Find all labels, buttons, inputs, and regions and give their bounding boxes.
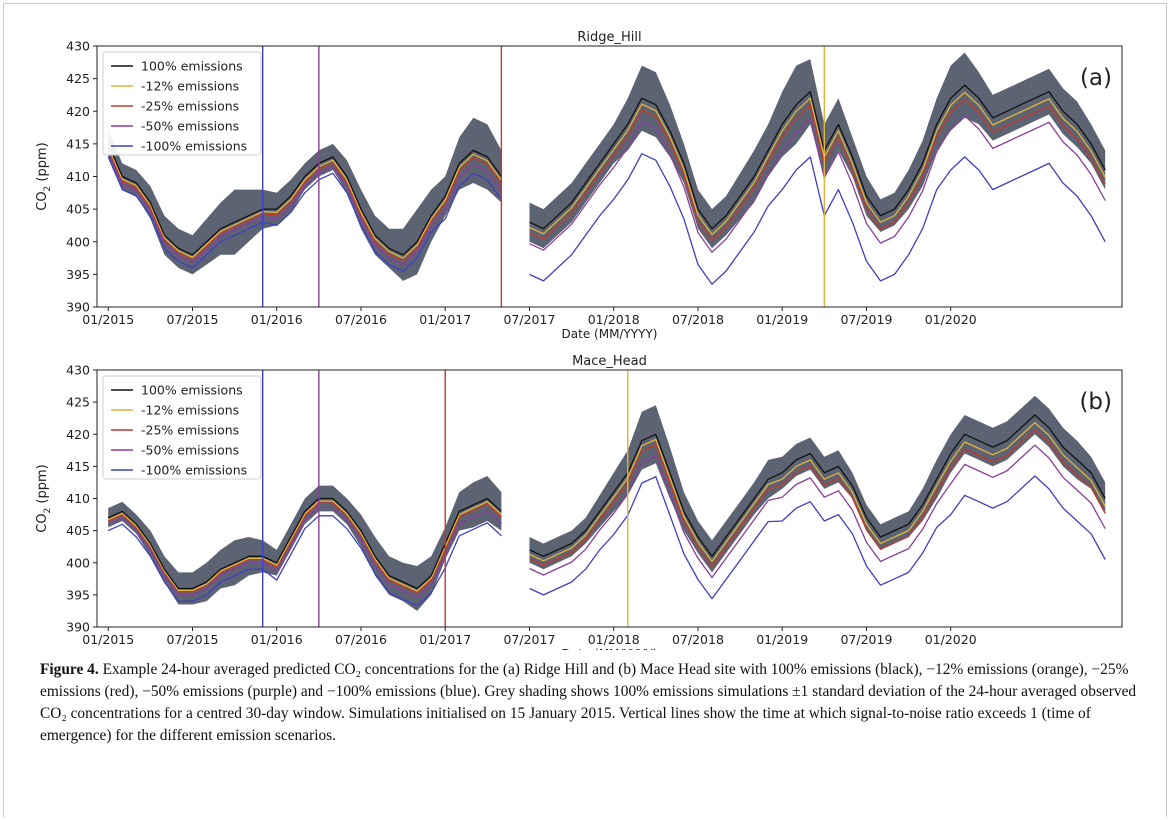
series-line-neg12pct-emissions-seg0 — [107, 146, 502, 259]
std-band-left — [108, 117, 502, 281]
y-tick-label: 425 — [66, 395, 90, 410]
y-tick-label: 430 — [66, 363, 90, 378]
figure-frame — [3, 3, 1167, 817]
x-tick-label: 07/2016 — [335, 312, 387, 327]
panel-a-chart: 390 395 400 405 410 415 420 425 430 01/2015 07/201… — [35, 30, 1123, 341]
series-line-100pctnegemissions-seg0 — [107, 497, 502, 590]
legend: 100% emissions -12% emissions -25% emissio… — [102, 375, 262, 480]
series-line-100pctnegemissions-seg1 — [529, 414, 1106, 557]
y-tick-label: 390 — [66, 300, 90, 315]
legend-entry: 100% emissions — [141, 383, 243, 398]
x-tick-label: 07/2019 — [840, 312, 892, 327]
y-tick-label: 430 — [66, 39, 90, 54]
legend: 100% emissions -12% emissions -25% emissio… — [102, 51, 262, 156]
x-tick-label: 01/2020 — [925, 312, 977, 327]
x-tick-label: 07/2016 — [335, 632, 387, 647]
legend-entry: -100% emissions — [141, 139, 247, 154]
series-line-neg12pct-emissions-seg1 — [529, 422, 1106, 563]
y-tick-label: 415 — [66, 459, 90, 474]
x-tick-label: 01/2019 — [756, 632, 808, 647]
legend-entry: -50% emissions — [141, 443, 239, 458]
chart-title: Mace_Head — [572, 354, 647, 369]
x-tick-label: 01/2020 — [925, 632, 977, 647]
series-line-neg100pct-emissions-seg1 — [529, 153, 1106, 285]
series-line-neg100pct-emissions-seg1 — [529, 475, 1106, 600]
std-band-left — [108, 476, 502, 611]
y-tick-label: 420 — [66, 104, 90, 119]
series-line-neg50pct-emissions-seg0 — [107, 151, 502, 266]
x-tick-label: 07/2017 — [503, 632, 555, 647]
series-line-100pctnegemissions-seg0 — [107, 143, 502, 256]
y-tick-label: 410 — [66, 169, 90, 184]
y-tick-label: 415 — [66, 136, 90, 151]
y-tick-label: 405 — [66, 202, 90, 217]
y-tick-label: 395 — [66, 267, 90, 282]
series-line-neg12pct-emissions-seg1 — [529, 91, 1106, 236]
caption-label: Figure 4. — [40, 661, 99, 678]
figure-charts: 390 395 400 405 410 415 420 425 430 01/2015 07/201… — [35, 30, 1123, 650]
y-tick-label: 410 — [66, 491, 90, 506]
series-line-neg50pct-emissions-seg1 — [529, 444, 1106, 579]
legend-box — [102, 375, 262, 480]
y-tick-label: 395 — [66, 587, 90, 602]
legend-entry: -25% emissions — [141, 99, 239, 114]
x-tick-label: 01/2016 — [251, 312, 303, 327]
legend-entry: 100% emissions — [141, 59, 243, 74]
y-tick-label: 420 — [66, 427, 90, 442]
x-tick-label: 01/2016 — [251, 632, 303, 647]
x-tick-label: 01/2018 — [588, 312, 640, 327]
x-tick-label: 07/2018 — [672, 632, 724, 647]
x-tick-label: 01/2019 — [756, 312, 808, 327]
series-line-neg100pct-emissions-seg0 — [107, 515, 502, 607]
x-tick-label: 01/2015 — [82, 632, 134, 647]
x-tick-label: 07/2019 — [840, 632, 892, 647]
series-line-neg25pct-emissions-seg0 — [107, 148, 502, 262]
std-band-right — [529, 395, 1106, 573]
figure-caption: Figure 4. Example 24-hour averaged predi… — [40, 659, 1150, 747]
panel-b-chart: 390 395 400 405 410 415 420 425 430 01/2015 07/201… — [35, 354, 1123, 650]
legend-entry: -12% emissions — [141, 403, 239, 418]
y-tick-label: 390 — [66, 620, 90, 635]
plot-area — [107, 46, 1106, 307]
series-line-neg25pct-emissions-seg1 — [529, 429, 1106, 568]
y-tick-label: 400 — [66, 555, 90, 570]
series-line-neg50pct-emissions-seg0 — [107, 506, 502, 599]
x-tick-label: 07/2015 — [167, 312, 219, 327]
series-line-neg25pct-emissions-seg1 — [529, 98, 1106, 242]
y-axis-label: CO2 (ppm) — [35, 142, 53, 211]
x-axis-label: Date (MM/YYYY) — [562, 327, 658, 341]
x-tick-label: 07/2018 — [672, 312, 724, 327]
series-line-neg100pct-emissions-seg0 — [107, 156, 502, 272]
legend-box — [102, 51, 262, 156]
series-line-neg50pct-emissions-seg1 — [529, 115, 1106, 253]
y-tick-label: 425 — [66, 71, 90, 86]
legend-entry: -25% emissions — [141, 423, 239, 438]
panel-label: (a) — [1080, 65, 1112, 91]
legend-entry: -50% emissions — [141, 119, 239, 134]
series-line-100pctnegemissions-seg1 — [529, 84, 1106, 230]
y-tick-label: 400 — [66, 234, 90, 249]
x-tick-label: 01/2015 — [82, 312, 134, 327]
x-tick-label: 01/2017 — [419, 312, 471, 327]
y-axis-label: CO2 (ppm) — [35, 464, 53, 533]
panel-label: (b) — [1079, 389, 1112, 415]
legend-entry: -12% emissions — [141, 79, 239, 94]
series-line-neg12pct-emissions-seg0 — [107, 500, 502, 592]
x-tick-label: 07/2015 — [167, 632, 219, 647]
x-axis-label: Date (MM/YYYY) — [562, 647, 658, 650]
series-line-neg25pct-emissions-seg0 — [107, 502, 502, 594]
plot-area — [107, 370, 1106, 627]
chart-title: Ridge_Hill — [577, 30, 641, 45]
legend-entry: -100% emissions — [141, 463, 247, 478]
x-tick-label: 07/2017 — [503, 312, 555, 327]
x-tick-label: 01/2017 — [419, 632, 471, 647]
x-tick-label: 01/2018 — [588, 632, 640, 647]
caption-text: Example 24-hour averaged predicted CO₂ c… — [40, 661, 1137, 744]
y-tick-label: 405 — [66, 523, 90, 538]
